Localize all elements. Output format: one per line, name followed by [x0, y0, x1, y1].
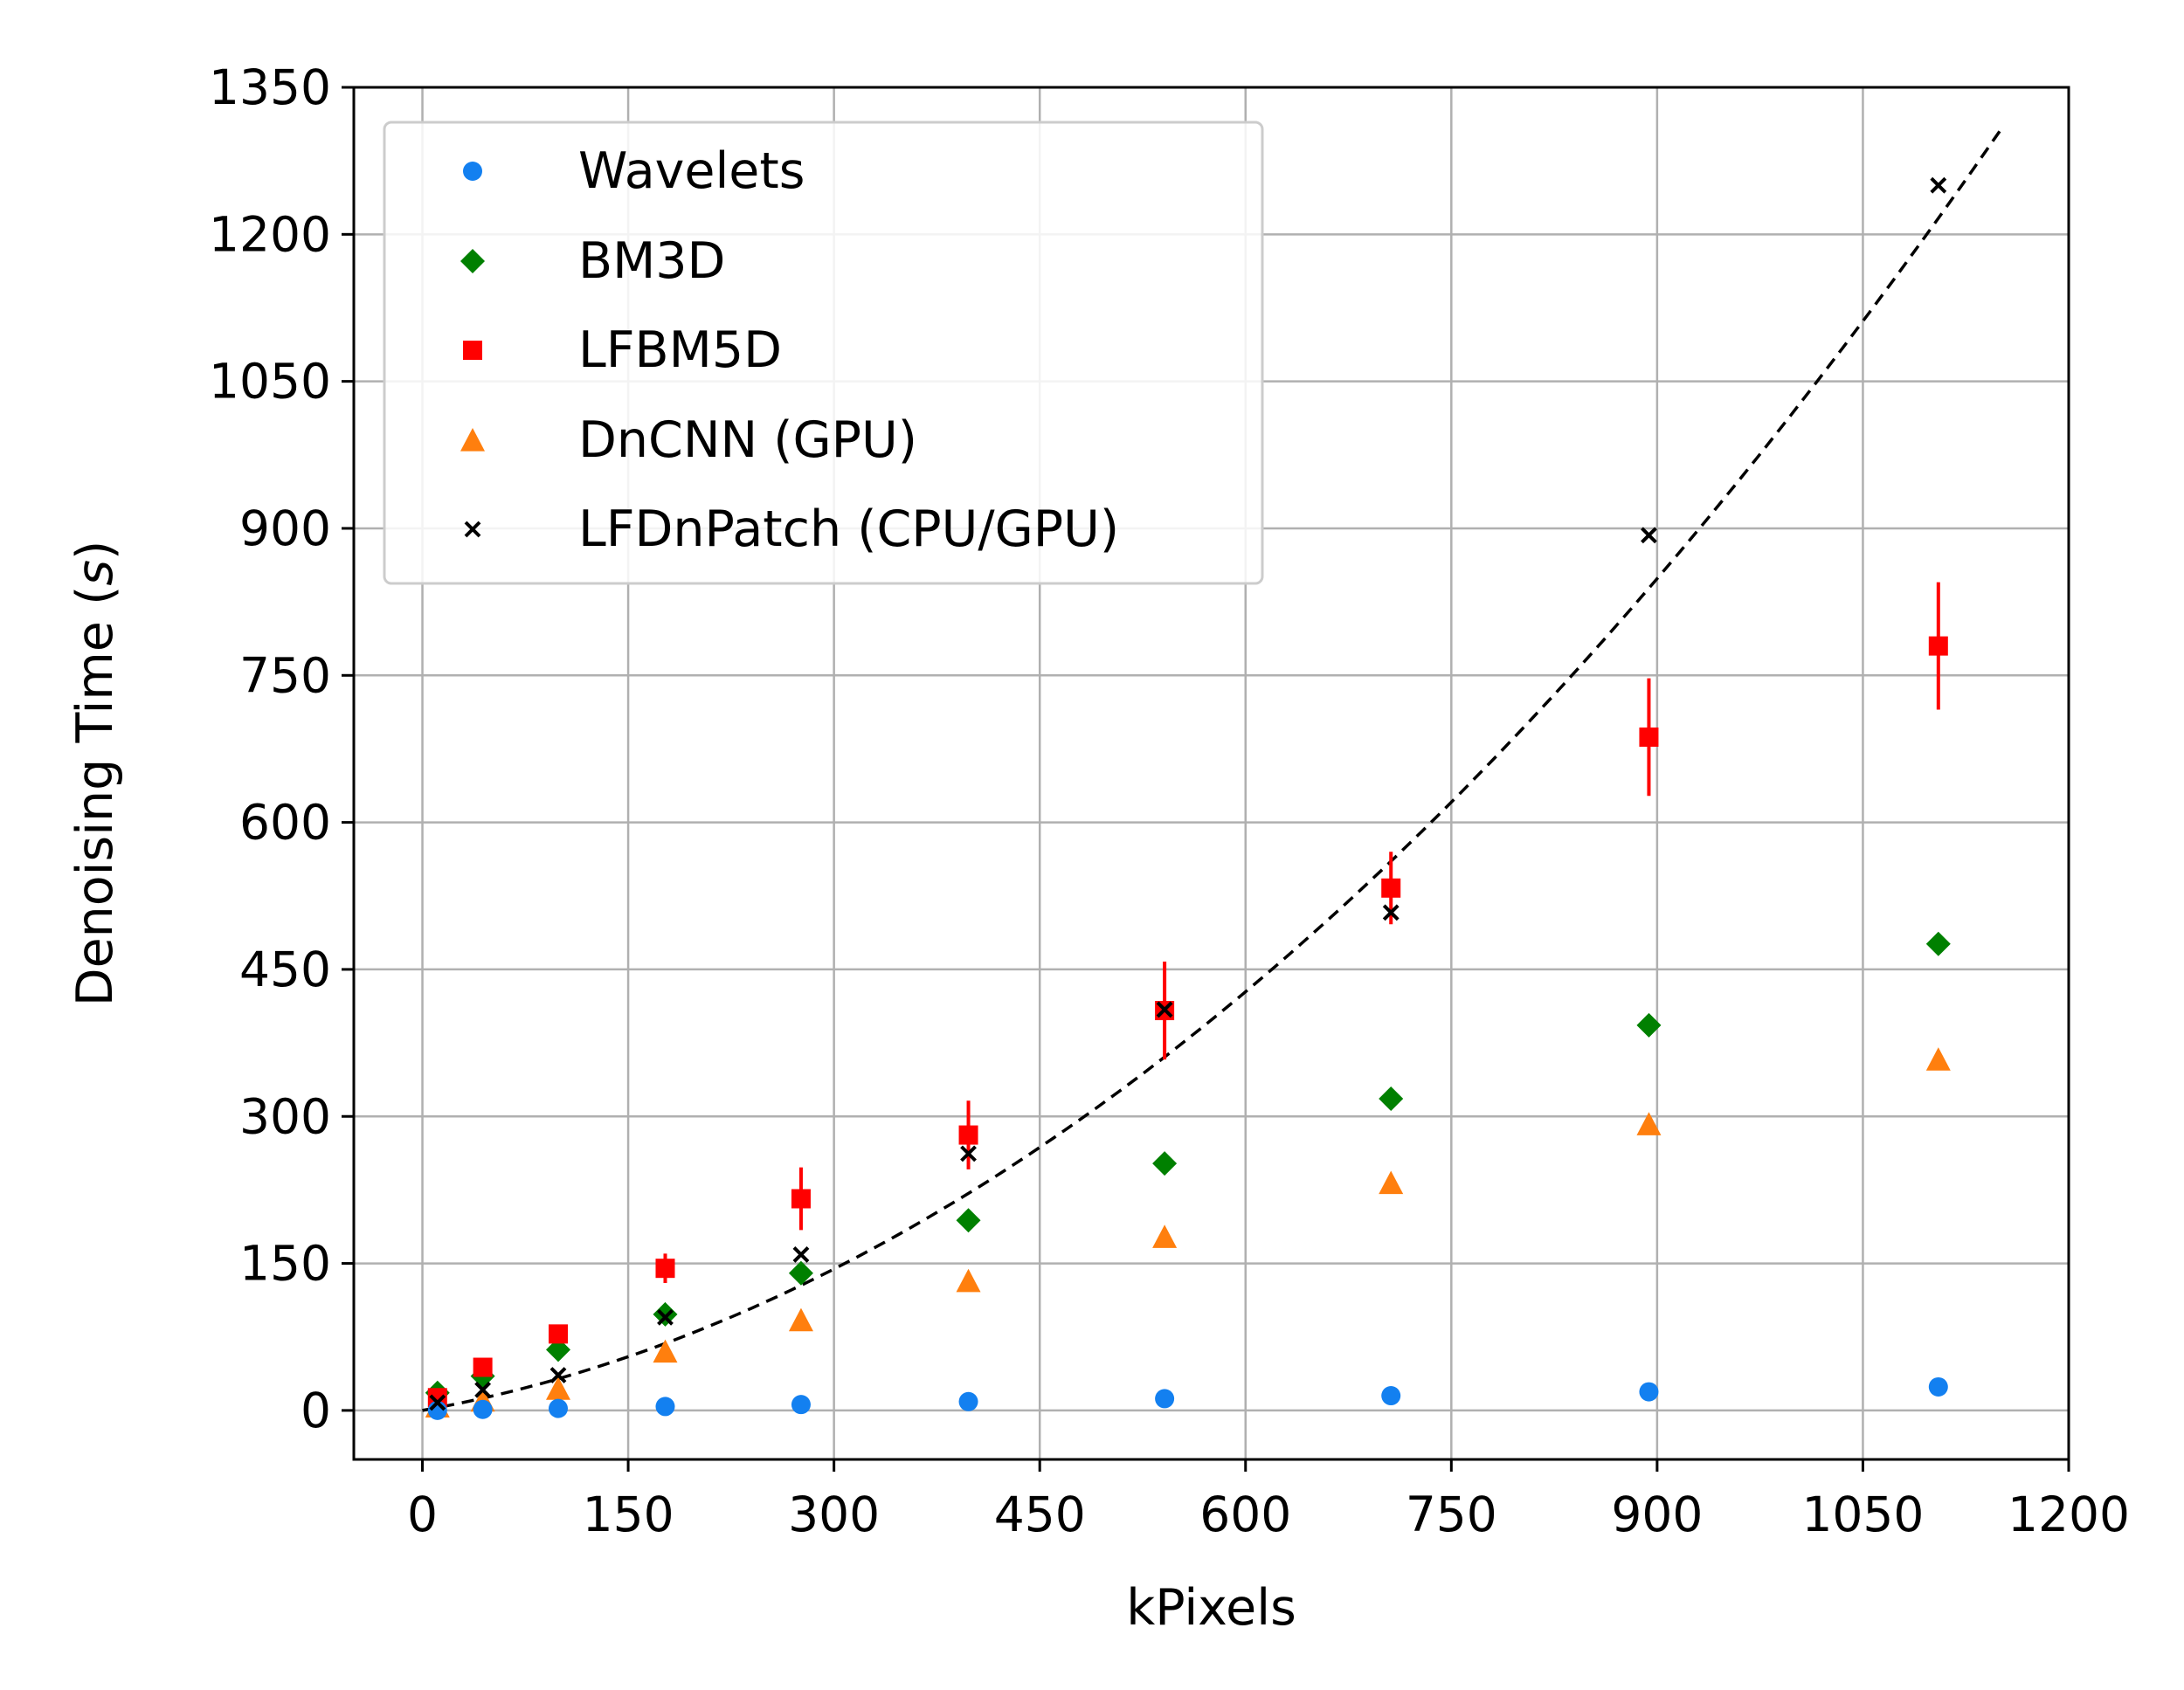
- data-point: [655, 1397, 675, 1417]
- y-tick-label: 300: [239, 1088, 331, 1144]
- y-tick-label: 900: [239, 500, 331, 556]
- legend-box: [383, 121, 1264, 585]
- y-tick-label: 150: [239, 1236, 331, 1292]
- data-point: [1379, 1170, 1404, 1195]
- data-point: [1382, 904, 1400, 921]
- data-point: [1928, 1376, 1948, 1397]
- x-tick-label: 750: [1406, 1487, 1497, 1542]
- data-point: [1155, 1389, 1175, 1409]
- legend-marker-wavelets: [463, 162, 482, 181]
- data-point: [1925, 931, 1951, 956]
- y-tick-label: 1200: [209, 206, 331, 262]
- legend-item-lfbm5d: LFBM5D: [463, 321, 782, 379]
- data-point: [1636, 1012, 1662, 1038]
- series-lfbm5d: [427, 582, 1948, 1408]
- data-point: [1928, 636, 1948, 656]
- y-tick-label: 600: [239, 795, 331, 851]
- legend: Wavelets BM3D LFBM5D DnCNN (GPU) LFDnPat…: [383, 121, 1264, 585]
- y-tick-label: 0: [301, 1383, 331, 1438]
- legend-label-wavelets: Wavelets: [578, 142, 805, 200]
- data-point: [473, 1357, 493, 1377]
- data-points-layer: [425, 176, 1951, 1420]
- data-point: [1379, 1086, 1404, 1112]
- data-point: [1381, 1386, 1401, 1406]
- data-point: [548, 1398, 568, 1418]
- x-tick-label: 900: [1611, 1487, 1703, 1542]
- data-point: [474, 1381, 492, 1398]
- legend-symbol: [460, 428, 485, 452]
- series-wavelets: [427, 1376, 1948, 1420]
- data-point: [653, 1301, 678, 1327]
- data-point: [1152, 1224, 1178, 1248]
- data-point: [548, 1324, 568, 1344]
- y-axis-label-unit: s: [66, 560, 124, 586]
- data-point: [958, 1391, 978, 1411]
- legend-symbol: [460, 249, 485, 273]
- legend-marker-lfdnpatch: [464, 521, 481, 538]
- data-point: [960, 1145, 977, 1162]
- x-tick-label: 1200: [2008, 1487, 2130, 1542]
- data-point: [1930, 176, 1947, 194]
- data-point: [653, 1339, 678, 1363]
- y-axis-label-close: ): [66, 541, 124, 560]
- data-point: [1639, 1382, 1659, 1402]
- x-tick-label: 150: [583, 1487, 674, 1542]
- legend-symbol: [464, 521, 481, 538]
- y-tick-label: 750: [239, 647, 331, 703]
- y-axis-label: Denoising Time (s): [66, 541, 124, 1007]
- legend-label-lfdnpatch: LFDnPatch (CPU/GPU): [578, 500, 1119, 558]
- x-tick-label: 0: [407, 1487, 438, 1542]
- legend-symbol: [463, 341, 482, 360]
- legend-item-dncnn: DnCNN (GPU): [460, 411, 917, 469]
- y-axis-label-main: Denoising Time (: [66, 586, 124, 1007]
- data-point: [1641, 527, 1657, 544]
- legend-label-dncnn: DnCNN (GPU): [578, 411, 917, 469]
- data-point: [956, 1268, 981, 1293]
- data-point: [1639, 727, 1659, 747]
- legend-label-bm3d: BM3D: [578, 232, 725, 290]
- x-tick-label: 600: [1199, 1487, 1291, 1542]
- data-point: [545, 1376, 570, 1400]
- legend-label-lfbm5d: LFBM5D: [578, 321, 782, 379]
- legend-item-bm3d: BM3D: [460, 232, 725, 290]
- x-tick-label: 450: [994, 1487, 1086, 1542]
- data-point: [791, 1189, 811, 1209]
- data-point: [792, 1246, 810, 1263]
- series-lfdnpatch-cpu-gpu: [429, 176, 1947, 1411]
- data-point: [791, 1395, 811, 1415]
- data-point: [1636, 1112, 1662, 1135]
- data-point: [788, 1260, 813, 1286]
- data-point: [1156, 1001, 1173, 1018]
- axis-ticks: 0 150 300 450 600 750 900 1050 1200 0 150 300 450 600…: [209, 59, 2130, 1542]
- data-point: [788, 1307, 813, 1332]
- fit-curve: [422, 129, 2001, 1412]
- x-tick-label: 1050: [1801, 1487, 1924, 1542]
- legend-symbol: [463, 162, 482, 181]
- data-point: [429, 1394, 446, 1411]
- plot-frame: [352, 86, 2070, 1461]
- legend-item-lfdnpatch: LFDnPatch (CPU/GPU): [464, 500, 1119, 558]
- y-tick-label: 1350: [209, 59, 331, 115]
- x-tick-label: 300: [788, 1487, 880, 1542]
- legend-marker-lfbm5d: [463, 341, 482, 360]
- data-point: [1152, 1151, 1178, 1176]
- data-point: [958, 1125, 978, 1145]
- data-point: [1381, 878, 1401, 898]
- data-point: [657, 1308, 674, 1326]
- data-point: [1925, 1047, 1951, 1071]
- y-tick-label: 450: [239, 942, 331, 997]
- legend-marker-dncnn: [460, 428, 485, 452]
- data-point: [473, 1399, 493, 1419]
- data-point: [549, 1367, 567, 1383]
- x-axis-label: kPixels: [1126, 1579, 1296, 1637]
- data-point: [655, 1259, 675, 1279]
- legend-item-wavelets: Wavelets: [463, 142, 805, 200]
- fit-curve-layer: [422, 129, 2001, 1412]
- y-tick-label: 1050: [209, 354, 331, 410]
- legend-items: Wavelets BM3D LFBM5D DnCNN (GPU) LFDnPat…: [460, 142, 1119, 558]
- legend-marker-bm3d: [460, 249, 485, 273]
- data-point: [956, 1208, 981, 1233]
